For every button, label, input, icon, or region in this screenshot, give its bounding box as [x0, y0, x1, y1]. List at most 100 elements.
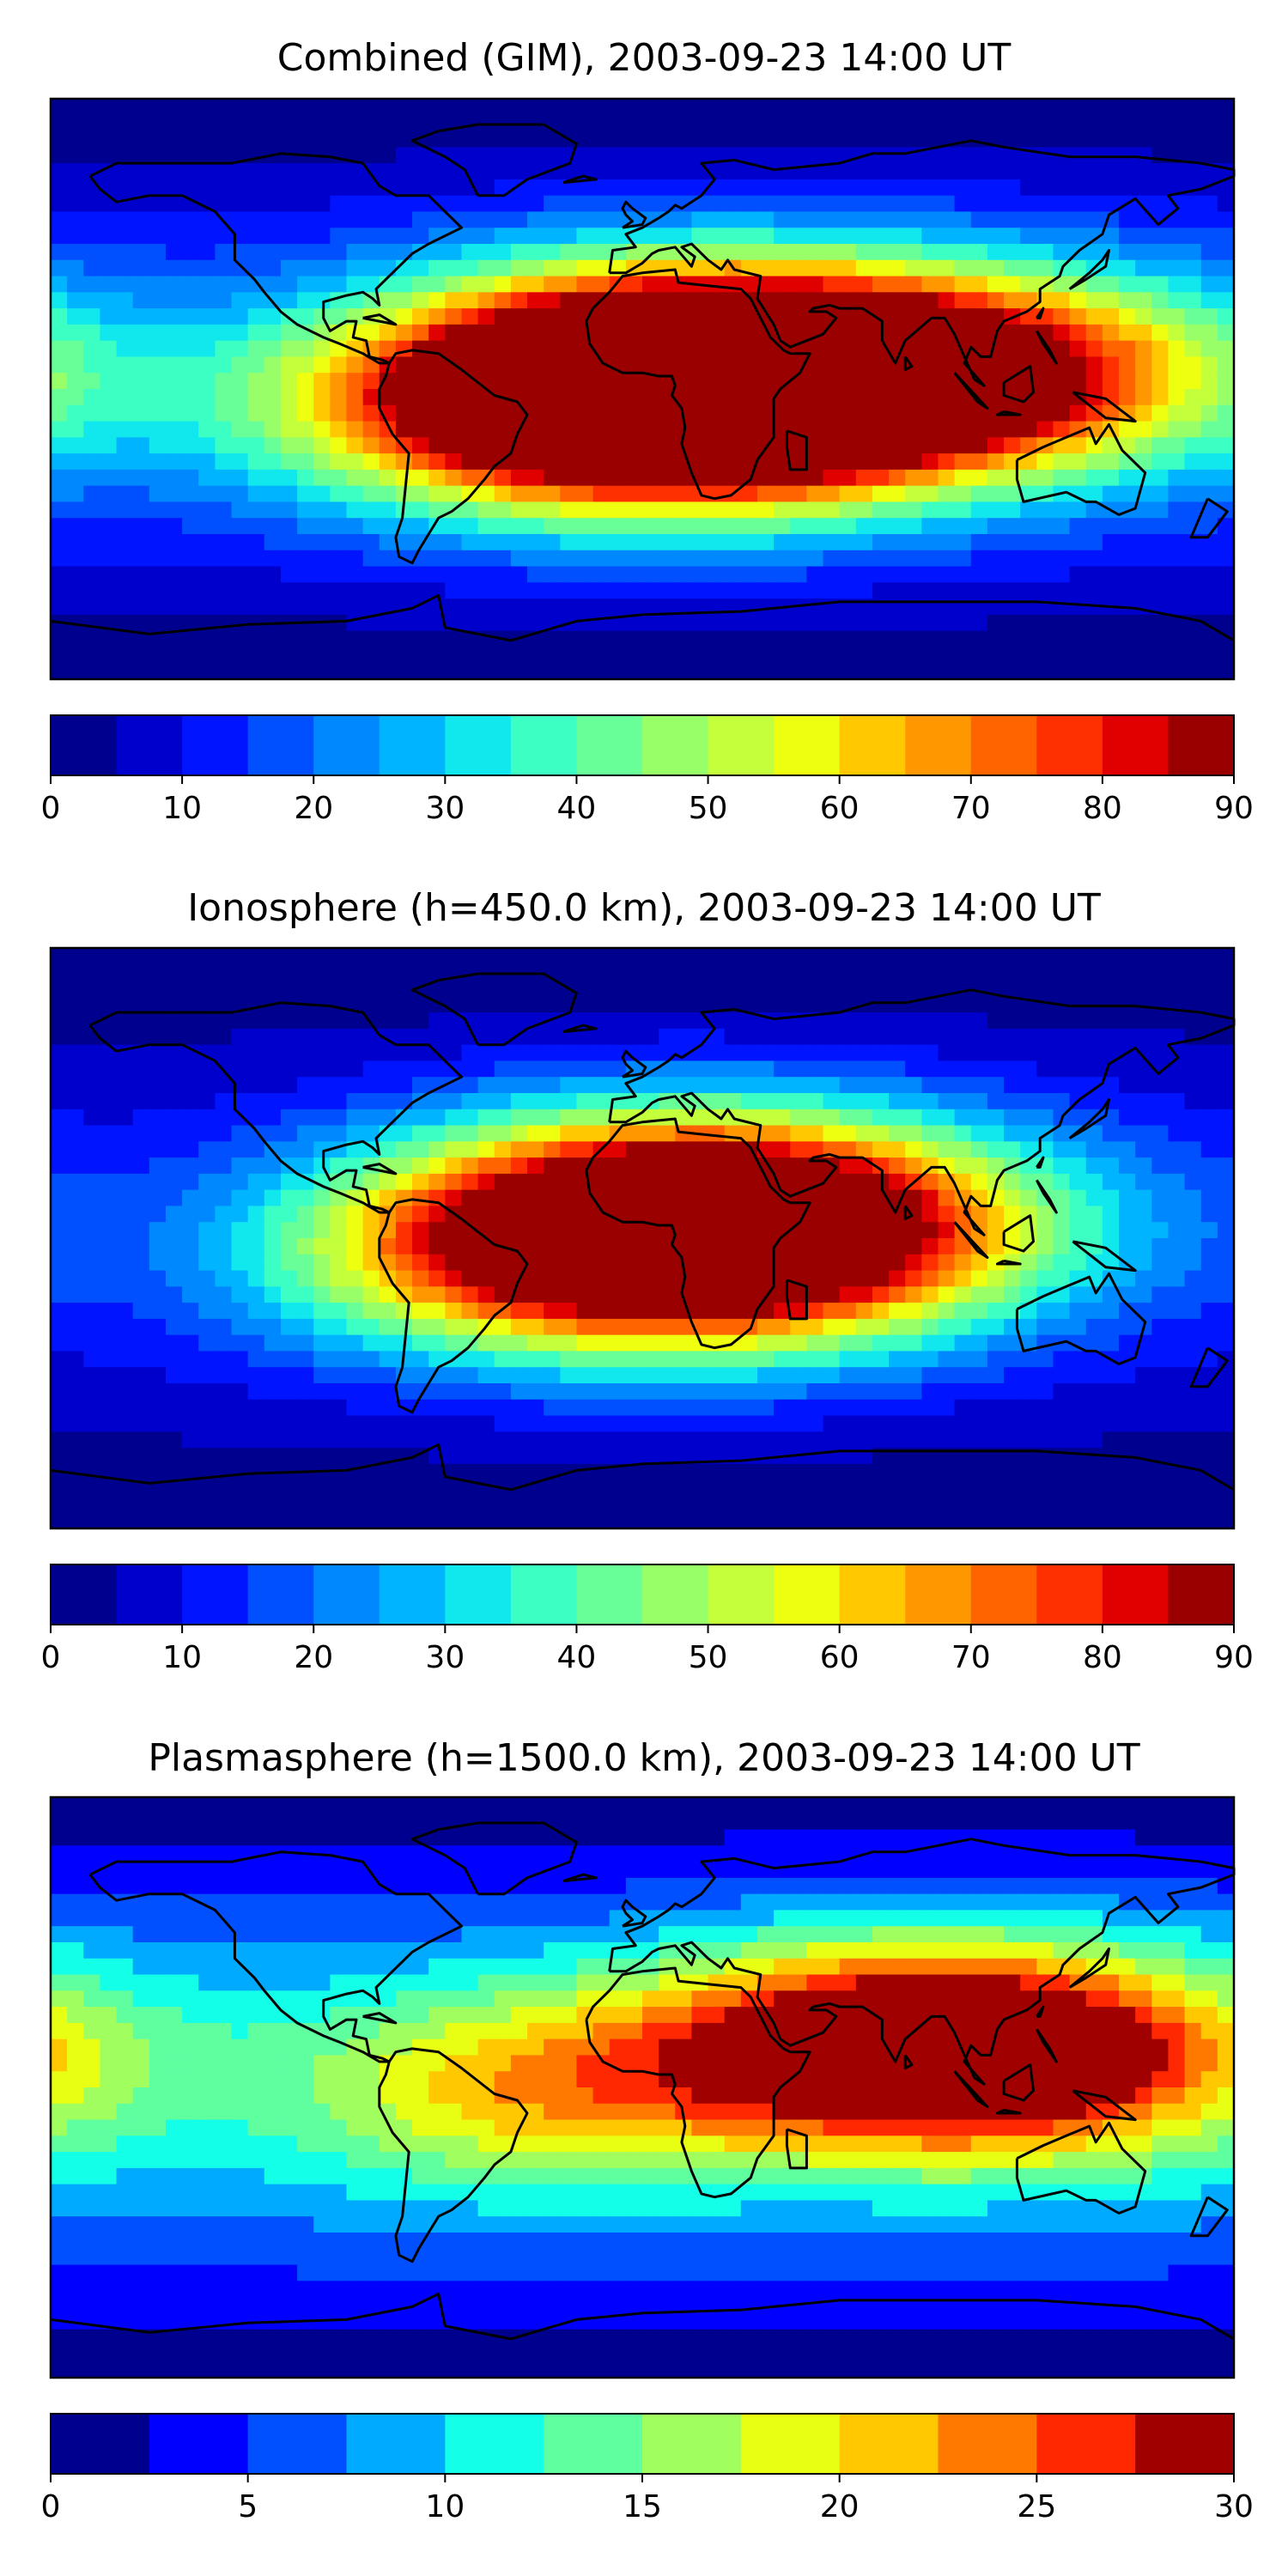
field-cell — [1184, 948, 1202, 965]
field-cell — [198, 1303, 216, 1320]
field-cell — [954, 324, 972, 342]
field-cell — [790, 99, 807, 116]
field-cell — [330, 1399, 348, 1417]
field-cell — [527, 948, 544, 965]
field-cell — [51, 211, 68, 228]
field-cell — [905, 614, 922, 632]
field-cell — [527, 1077, 544, 1094]
field-cell — [740, 437, 758, 454]
field-cell — [477, 324, 495, 342]
field-cell — [823, 421, 841, 438]
field-cell — [987, 582, 1005, 599]
field-cell — [346, 259, 364, 277]
field-cell — [1053, 630, 1071, 648]
field-cell — [544, 663, 561, 680]
field-cell — [576, 518, 594, 535]
field-cell — [116, 948, 134, 965]
field-cell — [659, 179, 676, 197]
field-cell — [445, 518, 463, 535]
field-cell — [790, 1351, 807, 1368]
field-cell — [247, 340, 265, 358]
field-cell — [592, 1448, 611, 1465]
coastline — [562, 174, 598, 185]
field-cell — [642, 340, 659, 358]
field-cell — [51, 485, 68, 503]
field-cell — [182, 1399, 199, 1417]
field-cell — [165, 1238, 183, 1255]
field-cell — [116, 1141, 134, 1158]
field-cell — [905, 1286, 922, 1303]
field-cell — [675, 663, 693, 680]
field-cell — [132, 259, 150, 277]
field-cell — [659, 195, 676, 213]
field-cell — [740, 1431, 758, 1449]
field-cell — [954, 1367, 972, 1384]
field-cell — [790, 292, 807, 309]
field-cell — [461, 114, 479, 132]
field-cell — [756, 582, 775, 599]
field-cell — [1069, 630, 1087, 648]
field-cell — [724, 1012, 742, 1030]
field-cell — [938, 211, 956, 228]
field-cell — [609, 228, 627, 245]
field-cell — [330, 1270, 348, 1287]
field-cell — [675, 1415, 693, 1432]
field-cell — [100, 276, 118, 293]
field-cell — [1102, 356, 1120, 374]
field-cell — [756, 1077, 775, 1094]
field-cell — [379, 566, 397, 583]
field-cell — [445, 1383, 463, 1400]
field-cell — [215, 244, 233, 261]
field-cell — [264, 598, 282, 616]
field-cell — [494, 308, 512, 325]
field-cell — [1135, 404, 1152, 422]
field-cell — [642, 1334, 659, 1352]
field-cell — [313, 179, 331, 197]
field-cell — [280, 598, 298, 616]
field-cell — [132, 356, 150, 374]
field-cell — [970, 1286, 988, 1303]
field-cell — [790, 534, 807, 551]
field-cell — [477, 1383, 495, 1400]
field-cell — [412, 114, 429, 132]
field-cell — [330, 308, 348, 325]
field-cell — [264, 99, 282, 116]
field-cell — [313, 1206, 331, 1223]
field-cell — [1053, 1093, 1071, 1110]
field-cell — [872, 421, 890, 438]
field-cell — [132, 292, 150, 309]
field-cell — [198, 1431, 216, 1449]
field-cell — [839, 630, 857, 648]
field-cell — [527, 453, 544, 471]
field-cell — [954, 131, 972, 148]
field-cell — [560, 534, 578, 551]
field-cell — [330, 99, 348, 116]
field-cell — [970, 324, 988, 342]
field-cell — [149, 259, 167, 277]
field-cell — [280, 1222, 298, 1239]
field-cell — [889, 404, 906, 422]
field-cell — [1053, 292, 1071, 309]
field-cell — [132, 1463, 150, 1481]
field-cell — [395, 147, 413, 164]
field-cell — [839, 1399, 857, 1417]
field-cell — [970, 1141, 988, 1158]
field-cell — [855, 518, 873, 535]
field-cell — [1151, 244, 1170, 261]
field-cell — [1069, 1222, 1087, 1239]
field-cell — [1200, 1012, 1218, 1030]
field-cell — [100, 453, 118, 471]
field-cell — [1004, 566, 1021, 583]
field-cell — [1184, 292, 1202, 309]
field-cell — [1168, 1222, 1186, 1239]
field-cell — [116, 1254, 134, 1272]
field-cell — [264, 1415, 282, 1432]
field-cell — [1036, 1383, 1054, 1400]
field-cell — [231, 1351, 249, 1368]
field-cell — [1151, 1318, 1170, 1336]
field-cell — [477, 99, 495, 116]
field-cell — [445, 1125, 463, 1142]
field-cell — [592, 421, 611, 438]
field-cell — [330, 598, 348, 616]
field-cell — [560, 1060, 578, 1078]
